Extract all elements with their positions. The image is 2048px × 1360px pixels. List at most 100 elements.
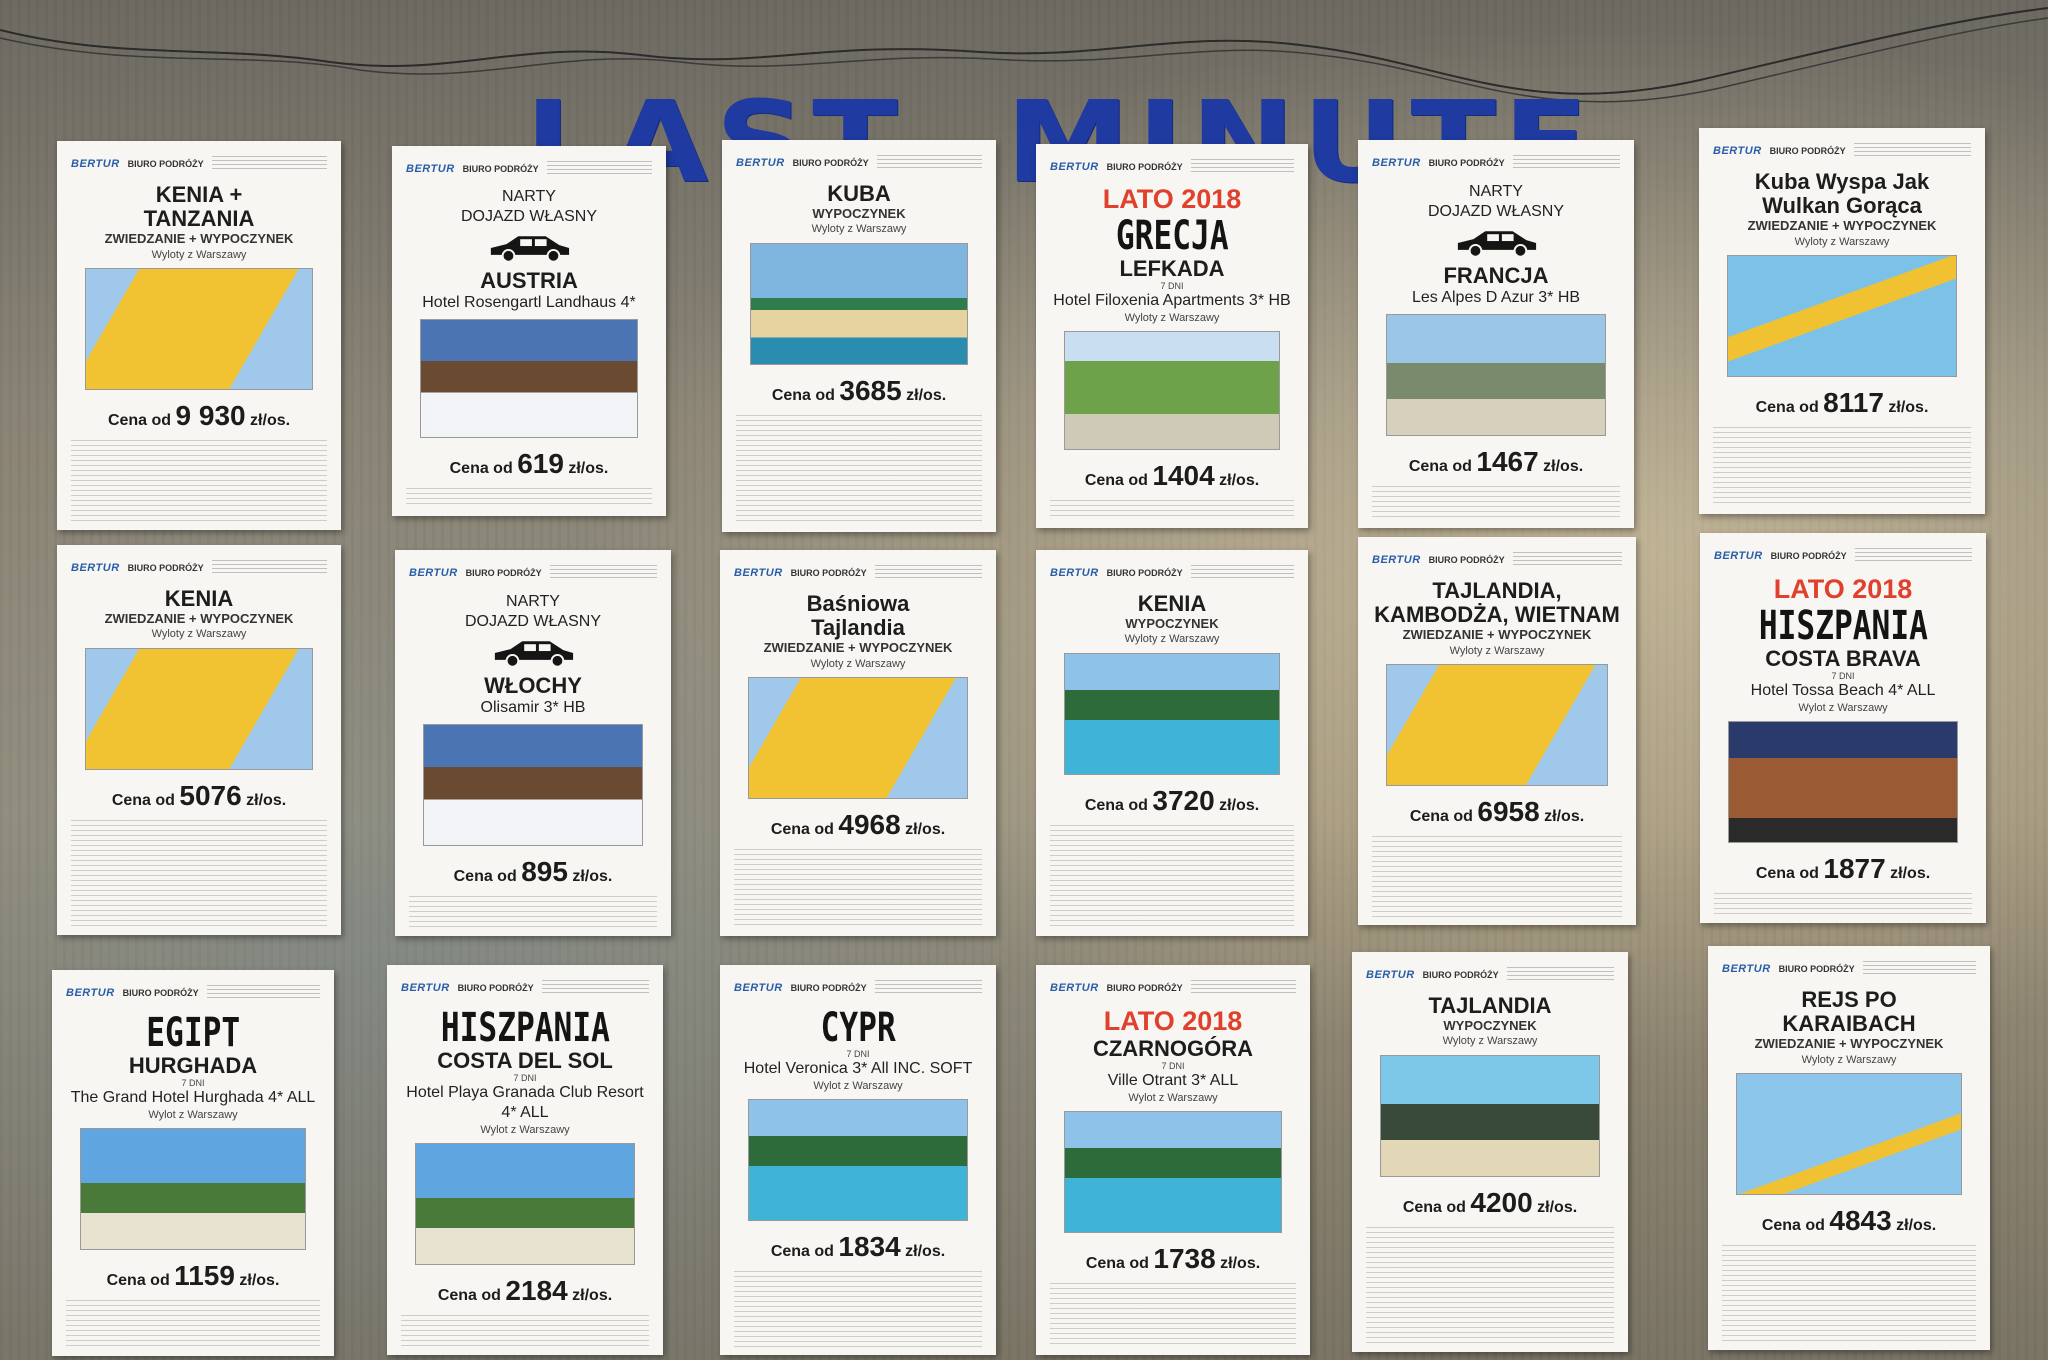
trip-duration: 7 DNI (846, 1049, 870, 1059)
travel-flyer[interactable]: BERTUR BIURO PODRÓŻY KUBA WYPOCZYNEK Wyloty … (722, 140, 996, 532)
agency-name: BIURO PODRÓŻY (462, 163, 539, 174)
travel-flyer[interactable]: BERTUR BIURO PODRÓŻY TAJLANDIA WYPOCZYNEK Wy… (1352, 952, 1628, 1352)
travel-flyer[interactable]: BERTUR BIURO PODRÓŻY TAJLANDIA, KAMBODŻA, W… (1358, 537, 1636, 925)
price-value: 5076 (179, 779, 242, 811)
fine-print (66, 1300, 320, 1348)
travel-flyer[interactable]: BERTUR BIURO PODRÓŻY REJS PO KARAIBACH ZWIED… (1708, 946, 1990, 1350)
destination-title: KENIA (164, 586, 234, 611)
agency-address-lines (1190, 565, 1294, 581)
travel-flyer[interactable]: BERTUR BIURO PODRÓŻY EGIPT HURGHADA 7 DNI The… (52, 970, 334, 1356)
flyer-header: BERTUR BIURO PODRÓŻY (736, 150, 982, 176)
trip-subtitle: ZWIEDZANIE + WYPOCZYNEK (104, 611, 294, 627)
agency-address-lines (1862, 961, 1976, 977)
agency-address-lines (206, 985, 320, 1001)
price-value: 4968 (838, 808, 901, 840)
price-line: Cena od 4968 zł/os. (771, 809, 945, 841)
departure-info: Wyloty z Warszawy (1442, 1035, 1538, 1048)
destination-title: EGIPT (146, 1010, 240, 1056)
price-label: Cena od (771, 386, 835, 404)
trip-duration: 7 DNI (1160, 281, 1184, 292)
agency-name: BIURO PODRÓŻY (122, 988, 199, 998)
price-value: 6958 (1477, 795, 1540, 827)
trip-duration: 7 DNI (1161, 1060, 1185, 1071)
palm-pool-image (1063, 652, 1281, 775)
destination-place: COSTA BRAVA (1765, 645, 1921, 671)
destination-title: GRECJA (1115, 212, 1229, 259)
map-caribbean-route (1736, 1072, 1962, 1195)
flyer-header: BERTUR BIURO PODRÓŻY (1714, 543, 1972, 569)
travel-flyer[interactable]: BERTUR BIURO PODRÓŻY LATO 2018 HISZPANIA COS… (1700, 533, 1986, 923)
destination-title: TAJLANDIA (1428, 993, 1552, 1018)
travel-flyer[interactable]: BERTUR BIURO PODRÓŻY KENIA + TANZANIA ZWIEDZ… (57, 141, 341, 530)
price-label: Cena od (1755, 865, 1819, 883)
agency-logo: BERTUR (1050, 160, 1099, 173)
flyer-header: BERTUR BIURO PODRÓŻY (1372, 547, 1622, 573)
price-value: 1159 (174, 1260, 235, 1292)
agency-logo: BERTUR (406, 162, 455, 175)
agency-logo: BERTUR (1366, 969, 1415, 981)
flyer-header: BERTUR BIURO PODRÓŻY (409, 560, 657, 586)
egypt-resort-image (80, 1128, 306, 1251)
price-label: Cena od (437, 1287, 501, 1305)
fine-print (1366, 1226, 1614, 1344)
flyer-header: BERTUR BIURO PODRÓŻY (734, 975, 982, 1001)
hotel-name: Hotel Tossa Beach 4* ALL (1750, 681, 1936, 699)
trip-subtitle: ZWIEDZANIE + WYPOCZYNEK (763, 640, 953, 656)
travel-flyer[interactable]: BERTUR BIURO PODRÓŻY Kuba Wyspa Jak Wulkan … (1699, 128, 1985, 514)
trip-duration: 7 DNI (513, 1073, 537, 1084)
fine-print (1050, 500, 1294, 520)
destination-title: AUSTRIA (480, 268, 578, 294)
agency-address-lines (1854, 548, 1972, 564)
travel-flyer[interactable]: BERTUR BIURO PODRÓŻY NARTY DOJAZD WŁASNY AUS… (392, 146, 666, 516)
trip-type: DOJAZD WŁASNY (460, 208, 597, 226)
fine-print (734, 848, 982, 928)
cyprus-pool-image (747, 1099, 969, 1222)
departure-info: Wylot z Warszawy (148, 1109, 238, 1122)
hotel-name: Hotel Filoxenia Apartments 3* HB (1053, 292, 1291, 310)
price-unit: zł/os. (1220, 1255, 1261, 1273)
agency-address-lines (1512, 552, 1622, 568)
hotel-name: The Grand Hotel Hurghada 4* ALL (70, 1089, 316, 1107)
travel-flyer[interactable]: BERTUR BIURO PODRÓŻY KENIA WYPOCZYNEK Wyloty… (1036, 550, 1308, 936)
destination-place: COSTA DEL SOL (437, 1048, 613, 1073)
fine-print (736, 414, 982, 524)
price-value: 3685 (839, 374, 902, 406)
car-icon (485, 231, 573, 265)
departure-info: Wyloty z Warszawy (1124, 633, 1220, 646)
flyer-header: BERTUR BIURO PODRÓŻY (734, 560, 982, 586)
agency-logo: BERTUR (1050, 982, 1099, 994)
map-kenya (85, 647, 313, 770)
travel-flyer[interactable]: BERTUR BIURO PODRÓŻY NARTY DOJAZD WŁASNY WŁO… (395, 550, 671, 936)
fine-print (1372, 486, 1620, 520)
travel-flyer[interactable]: BERTUR BIURO PODRÓŻY CYPR 7 DNI Hotel Veroni… (720, 965, 996, 1355)
travel-flyer[interactable]: BERTUR BIURO PODRÓŻY Baśniowa Tajlandia ZWIE… (720, 550, 996, 936)
agency-address-lines (211, 156, 327, 172)
destination-title: KENIA (1137, 591, 1207, 616)
departure-info: Wylot z Warszawy (1128, 1091, 1218, 1104)
travel-flyer[interactable]: BERTUR BIURO PODRÓŻY KENIA ZWIEDZANIE + WYP… (57, 545, 341, 935)
travel-flyer[interactable]: BERTUR BIURO PODRÓŻY NARTY DOJAZD WŁASNY FRA… (1358, 140, 1634, 528)
departure-info: Wylot z Warszawy (813, 1080, 903, 1092)
agency-logo: BERTUR (1722, 963, 1771, 975)
travel-flyer[interactable]: BERTUR BIURO PODRÓŻY LATO 2018 CZARNOGÓRA 7 … (1036, 965, 1310, 1355)
departure-info: Wyloty z Warszawy (1124, 312, 1220, 325)
agency-name: BIURO PODRÓŻY (1106, 161, 1183, 172)
price-line: Cena od 3720 zł/os. (1085, 785, 1259, 817)
agency-logo: BERTUR (1372, 157, 1421, 169)
agency-logo: BERTUR (734, 567, 783, 579)
thai-rock-sea-image (1379, 1054, 1601, 1177)
travel-flyer[interactable]: BERTUR BIURO PODRÓŻY LATO 2018 GRECJA LEFKAD… (1036, 144, 1308, 528)
agency-logo: BERTUR (71, 158, 120, 170)
travel-flyer[interactable]: BERTUR BIURO PODRÓŻY HISZPANIA COSTA DEL SO… (387, 965, 663, 1355)
trip-subtitle: WYPOCZYNEK (1125, 616, 1219, 632)
garden-resort-image (1063, 331, 1281, 450)
season-label: LATO 2018 (1103, 1006, 1243, 1036)
price-value: 619 (517, 448, 564, 479)
price-line: Cena od 1159 zł/os. (107, 1260, 280, 1292)
price-line: Cena od 3685 zł/os. (772, 375, 946, 407)
price-label: Cena od (770, 1243, 834, 1261)
price-label: Cena od (770, 820, 834, 838)
destination-place: LEFKADA (1119, 255, 1225, 281)
car-icon (1452, 226, 1540, 260)
trip-duration: 7 DNI (181, 1078, 205, 1089)
